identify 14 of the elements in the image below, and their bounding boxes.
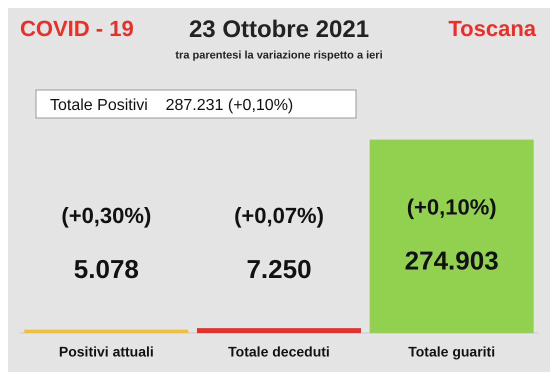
data-label: 274.903 [404,246,499,276]
data-label: 7.250 [246,254,312,284]
text: Totale Positivi 287.231 (+0,10%) [50,97,294,114]
text: Toscana [448,16,537,41]
chart-subtitle: tra parentesi la variazione rispetto a ieri [175,49,383,62]
x-tick-label: Positivi attuali [58,343,154,360]
chart-title: 23 Ottobre 2021 [188,16,370,44]
annotation: (+0,10%) [406,194,497,220]
data-label: 5.078 [74,254,139,284]
x-tick-label: Totale guariti [408,343,496,360]
text: COVID - 19 [20,16,134,41]
annotation: (+0,30%) [61,203,152,228]
annotation: (+0,07%) [234,203,324,228]
x-tick-label: Totale deceduti [228,343,330,360]
